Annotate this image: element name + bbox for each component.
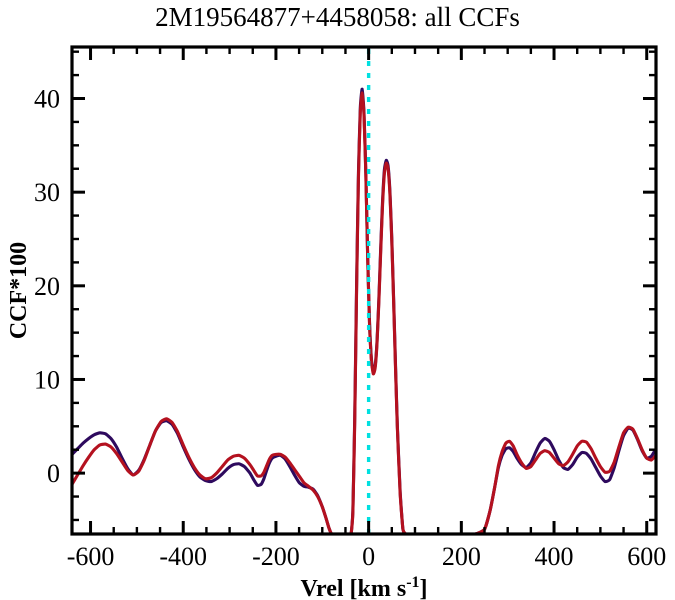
y-tick-label: 40 [34,85,60,114]
x-tick-label: 200 [442,542,481,571]
axes-layer [70,45,658,536]
series-layer [72,87,656,534]
y-tick-label: 10 [34,365,60,394]
y-tick-label: 30 [34,178,60,207]
plot-frame [70,45,658,536]
x-axis-title: Vrel [km s-1] [300,574,427,600]
x-tick-label: 0 [362,542,375,571]
x-tick-label: -400 [159,542,207,571]
series-line-ccf-visit-2 [72,91,656,534]
labels-layer: -600 -400 -200 0 200 400 600 0 10 20 30 40 Vrel [km … [6,85,666,600]
y-tick-label: 0 [47,459,60,488]
x-tick-label: -200 [252,542,300,571]
y-axis-title: CCF*100 [6,242,32,339]
series-clip-group [72,87,656,534]
x-tick-label: -600 [67,542,115,571]
page-title: 2M19564877+4458058: all CCFs [155,2,520,32]
x-tick-label: 400 [535,542,574,571]
y-tick-label: 20 [34,272,60,301]
x-tick-label: 600 [627,542,666,571]
